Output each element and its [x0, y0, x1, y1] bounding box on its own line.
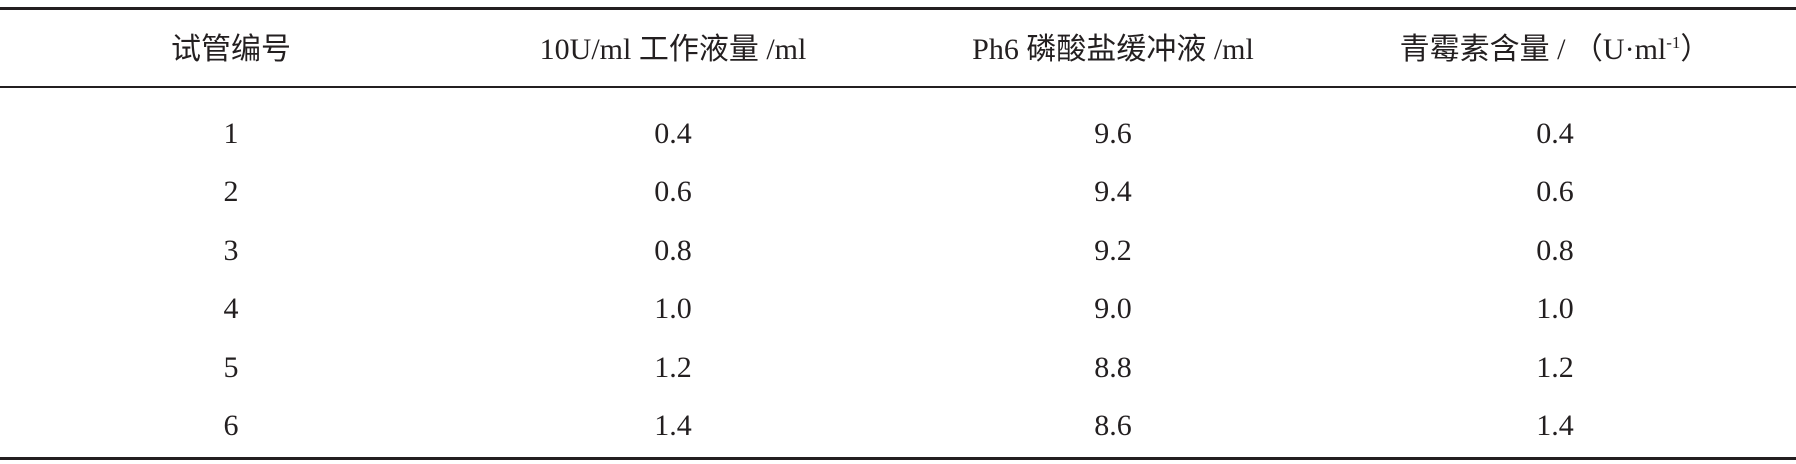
header-cell: 青霉素含量 / （U·ml-1） — [1335, 30, 1775, 70]
header-text: ） — [1680, 33, 1711, 66]
bottom-rule — [0, 457, 1796, 460]
table-cell: 0.4 — [1536, 117, 1574, 150]
table-cell: 2 — [223, 175, 239, 209]
header-superscript: -1 — [1666, 33, 1681, 52]
table-cell: 3 — [223, 233, 239, 267]
table-cell: 0.4 — [654, 117, 692, 150]
table-cell: 6 — [223, 409, 239, 442]
top-rule — [0, 7, 1796, 10]
table-cell: 8.8 — [1094, 350, 1132, 384]
table-cell: 9.0 — [1094, 292, 1132, 326]
table-cell: 1.4 — [654, 409, 692, 442]
table-cell: 0.8 — [654, 233, 692, 267]
table-cell: 0.6 — [654, 175, 692, 209]
header-text: 青霉素含量 / （U·ml — [1399, 33, 1667, 66]
table-cell: 1.2 — [1536, 350, 1574, 384]
table-cell: 9.2 — [1094, 233, 1132, 267]
table-cell: 1.2 — [654, 350, 692, 384]
table-cell: 1.0 — [1536, 292, 1574, 326]
table-cell: 0.8 — [1536, 233, 1574, 267]
table-cell: 9.4 — [1094, 175, 1132, 209]
table-cell: 0.6 — [1536, 175, 1574, 209]
table-cell: 8.6 — [1094, 409, 1132, 442]
header-cell: 10U/ml 工作液量 /ml — [539, 33, 807, 66]
table-cell: 1 — [223, 117, 239, 150]
table-cell: 9.6 — [1094, 117, 1132, 150]
header-cell: Ph6 磷酸盐缓冲液 /ml — [972, 33, 1254, 66]
table-cell: 5 — [223, 350, 239, 384]
table-cell: 1.4 — [1536, 409, 1574, 442]
table-cell: 1.0 — [654, 292, 692, 326]
table-cell: 4 — [223, 292, 239, 326]
header-rule — [0, 86, 1796, 88]
header-cell: 试管编号 — [171, 33, 291, 66]
